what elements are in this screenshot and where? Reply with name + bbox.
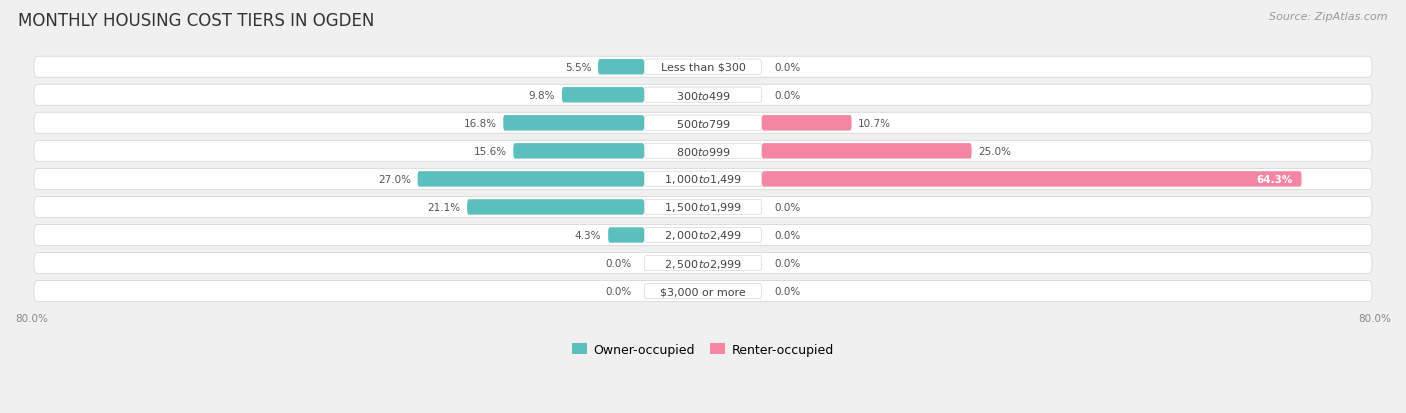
- FancyBboxPatch shape: [34, 113, 1372, 134]
- FancyBboxPatch shape: [418, 172, 644, 187]
- Legend: Owner-occupied, Renter-occupied: Owner-occupied, Renter-occupied: [568, 338, 838, 361]
- FancyBboxPatch shape: [644, 60, 762, 75]
- Text: Source: ZipAtlas.com: Source: ZipAtlas.com: [1270, 12, 1388, 22]
- FancyBboxPatch shape: [644, 116, 762, 131]
- FancyBboxPatch shape: [34, 141, 1372, 162]
- FancyBboxPatch shape: [34, 197, 1372, 218]
- FancyBboxPatch shape: [34, 169, 1372, 190]
- Text: 0.0%: 0.0%: [775, 202, 800, 212]
- FancyBboxPatch shape: [503, 116, 644, 131]
- FancyBboxPatch shape: [467, 200, 644, 215]
- FancyBboxPatch shape: [34, 253, 1372, 274]
- Text: 0.0%: 0.0%: [775, 286, 800, 297]
- Text: 0.0%: 0.0%: [606, 286, 631, 297]
- Text: 0.0%: 0.0%: [606, 259, 631, 268]
- Text: 15.6%: 15.6%: [474, 147, 506, 157]
- Text: Less than $300: Less than $300: [661, 63, 745, 73]
- Text: $2,500 to $2,999: $2,500 to $2,999: [664, 257, 742, 270]
- FancyBboxPatch shape: [598, 60, 644, 75]
- Text: $800 to $999: $800 to $999: [675, 145, 731, 157]
- Text: $1,000 to $1,499: $1,000 to $1,499: [664, 173, 742, 186]
- Text: 0.0%: 0.0%: [775, 90, 800, 100]
- Text: 5.5%: 5.5%: [565, 63, 592, 73]
- Text: 10.7%: 10.7%: [858, 119, 891, 128]
- Text: MONTHLY HOUSING COST TIERS IN OGDEN: MONTHLY HOUSING COST TIERS IN OGDEN: [18, 12, 374, 30]
- FancyBboxPatch shape: [562, 88, 644, 103]
- FancyBboxPatch shape: [762, 144, 972, 159]
- FancyBboxPatch shape: [34, 225, 1372, 246]
- Text: 0.0%: 0.0%: [775, 63, 800, 73]
- Text: 21.1%: 21.1%: [427, 202, 460, 212]
- Text: 16.8%: 16.8%: [464, 119, 496, 128]
- Text: 25.0%: 25.0%: [979, 147, 1011, 157]
- FancyBboxPatch shape: [644, 200, 762, 215]
- Text: 64.3%: 64.3%: [1257, 174, 1294, 185]
- FancyBboxPatch shape: [644, 88, 762, 103]
- Text: 9.8%: 9.8%: [529, 90, 555, 100]
- FancyBboxPatch shape: [644, 144, 762, 159]
- FancyBboxPatch shape: [644, 228, 762, 243]
- Text: $300 to $499: $300 to $499: [675, 90, 731, 102]
- Text: $2,000 to $2,499: $2,000 to $2,499: [664, 229, 742, 242]
- Text: 0.0%: 0.0%: [775, 259, 800, 268]
- FancyBboxPatch shape: [762, 172, 1302, 187]
- FancyBboxPatch shape: [609, 228, 644, 243]
- Text: $500 to $799: $500 to $799: [675, 118, 731, 130]
- Text: 27.0%: 27.0%: [378, 174, 411, 185]
- FancyBboxPatch shape: [34, 85, 1372, 106]
- FancyBboxPatch shape: [644, 284, 762, 299]
- FancyBboxPatch shape: [644, 172, 762, 187]
- Text: $1,500 to $1,999: $1,500 to $1,999: [664, 201, 742, 214]
- Text: $3,000 or more: $3,000 or more: [661, 286, 745, 297]
- FancyBboxPatch shape: [34, 281, 1372, 302]
- FancyBboxPatch shape: [34, 57, 1372, 78]
- FancyBboxPatch shape: [762, 116, 852, 131]
- Text: 0.0%: 0.0%: [775, 230, 800, 240]
- Text: 4.3%: 4.3%: [575, 230, 602, 240]
- FancyBboxPatch shape: [644, 256, 762, 271]
- FancyBboxPatch shape: [513, 144, 644, 159]
